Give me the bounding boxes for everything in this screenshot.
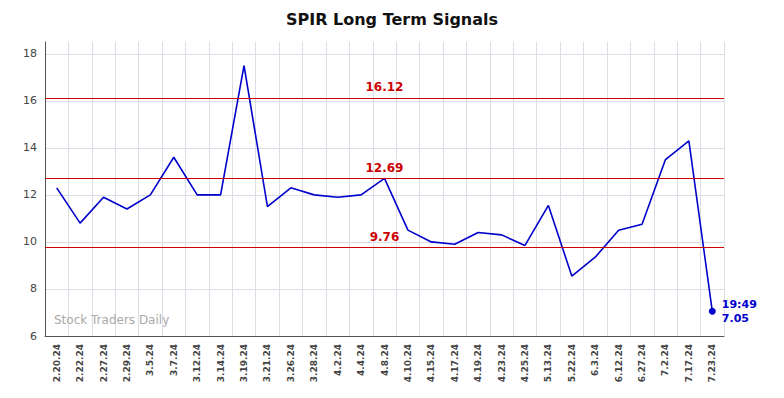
svg-text:4.23.24: 4.23.24: [497, 344, 507, 382]
svg-text:3.26.24: 3.26.24: [286, 344, 296, 382]
svg-text:7.23.24: 7.23.24: [707, 344, 717, 382]
svg-text:8: 8: [30, 282, 37, 295]
svg-text:5.13.24: 5.13.24: [543, 344, 553, 382]
svg-text:3.14.24: 3.14.24: [216, 344, 226, 382]
svg-text:4.17.24: 4.17.24: [450, 344, 460, 382]
svg-text:6: 6: [30, 330, 37, 343]
svg-text:6.12.24: 6.12.24: [614, 344, 624, 382]
svg-text:4.25.24: 4.25.24: [520, 344, 530, 382]
svg-text:10: 10: [23, 235, 37, 248]
svg-text:4.15.24: 4.15.24: [426, 344, 436, 382]
svg-text:16.12: 16.12: [366, 80, 404, 94]
svg-text:3.7.24: 3.7.24: [169, 344, 179, 376]
svg-text:3.21.24: 3.21.24: [262, 344, 272, 382]
svg-text:SPIR Long Term Signals: SPIR Long Term Signals: [286, 10, 498, 29]
svg-text:3.19.24: 3.19.24: [239, 344, 249, 382]
svg-text:9.76: 9.76: [370, 230, 400, 244]
svg-text:3.12.24: 3.12.24: [192, 344, 202, 382]
svg-text:18: 18: [23, 47, 37, 60]
svg-text:14: 14: [23, 141, 37, 154]
svg-text:6.3.24: 6.3.24: [590, 344, 600, 376]
svg-text:4.4.24: 4.4.24: [356, 344, 366, 376]
svg-text:4.19.24: 4.19.24: [473, 344, 483, 382]
svg-text:2.27.24: 2.27.24: [99, 344, 109, 382]
svg-text:12: 12: [23, 188, 37, 201]
svg-text:4.2.24: 4.2.24: [333, 344, 343, 376]
svg-text:2.29.24: 2.29.24: [122, 344, 132, 382]
svg-text:7.05: 7.05: [722, 312, 749, 325]
svg-text:2.20.24: 2.20.24: [52, 344, 62, 382]
svg-text:7.17.24: 7.17.24: [684, 344, 694, 382]
svg-text:4.8.24: 4.8.24: [380, 344, 390, 376]
svg-text:5.22.24: 5.22.24: [567, 344, 577, 382]
svg-text:3.28.24: 3.28.24: [309, 344, 319, 382]
svg-text:19:49: 19:49: [722, 298, 757, 311]
svg-text:7.2.24: 7.2.24: [660, 344, 670, 376]
svg-text:3.5.24: 3.5.24: [145, 344, 155, 376]
svg-text:4.10.24: 4.10.24: [403, 344, 413, 382]
svg-text:2.22.24: 2.22.24: [75, 344, 85, 382]
svg-text:Stock Traders Daily: Stock Traders Daily: [54, 313, 169, 327]
svg-text:6.27.24: 6.27.24: [637, 344, 647, 382]
svg-text:16: 16: [23, 94, 37, 107]
svg-text:12.69: 12.69: [366, 161, 404, 175]
